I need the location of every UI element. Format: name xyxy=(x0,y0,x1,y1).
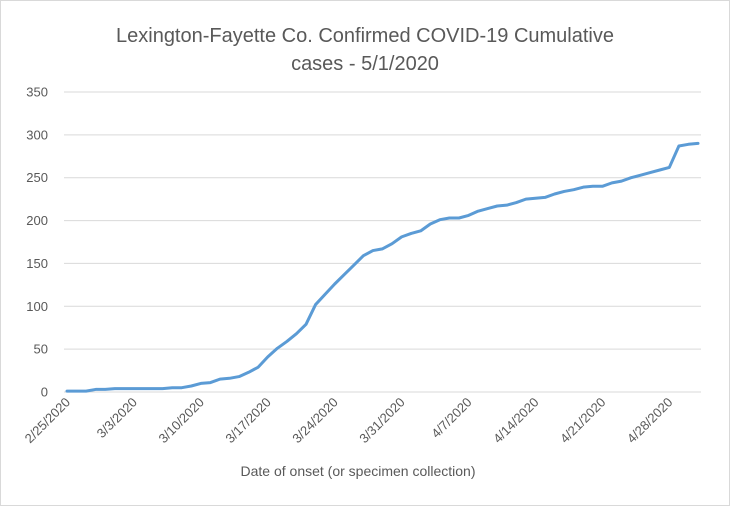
x-tick-label: 3/17/2020 xyxy=(222,395,274,447)
y-tick-label: 50 xyxy=(34,342,48,357)
gridlines xyxy=(64,91,701,393)
x-tick-label: 4/21/2020 xyxy=(557,395,609,447)
x-tick-label: 4/14/2020 xyxy=(490,395,542,447)
x-tick-label: 3/24/2020 xyxy=(289,395,341,447)
y-tick-label: 100 xyxy=(26,299,48,314)
y-tick-label: 200 xyxy=(26,213,48,228)
chart-title-line2: cases - 5/1/2020 xyxy=(291,53,439,75)
chart-title-line1: Lexington-Fayette Co. Confirmed COVID-19… xyxy=(116,25,614,47)
x-tick-label: 3/3/2020 xyxy=(94,395,140,441)
x-tick-label: 4/28/2020 xyxy=(624,395,676,447)
y-tick-label: 150 xyxy=(26,256,48,271)
x-axis-title: Date of onset (or specimen collection) xyxy=(241,463,476,479)
y-axis-ticks: 0 50 100 150 200 250 300 350 xyxy=(26,85,48,400)
y-tick-label: 250 xyxy=(26,170,48,185)
y-tick-label: 350 xyxy=(26,85,48,100)
y-tick-label: 300 xyxy=(26,127,48,142)
x-tick-label: 3/10/2020 xyxy=(155,395,207,447)
y-tick-label: 0 xyxy=(41,385,48,400)
x-tick-label: 4/7/2020 xyxy=(428,395,474,441)
x-tick-label: 3/31/2020 xyxy=(356,395,408,447)
x-axis-ticks: 2/25/2020 3/3/2020 3/10/2020 3/17/2020 3/24/… xyxy=(22,395,676,447)
series-line xyxy=(65,141,700,393)
x-tick-label: 2/25/2020 xyxy=(22,395,74,447)
